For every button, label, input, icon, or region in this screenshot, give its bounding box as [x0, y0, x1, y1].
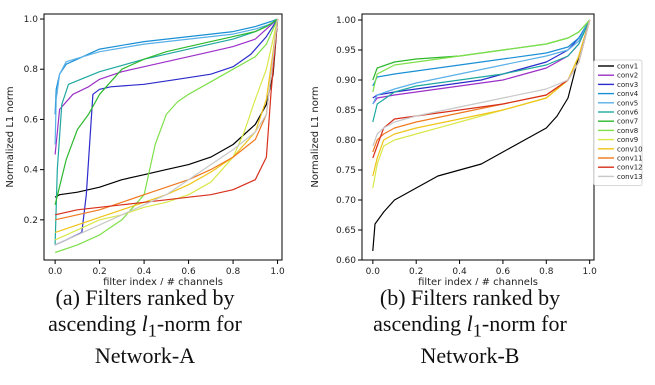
- y-tick-label-b: 0.60: [336, 256, 356, 266]
- caption-a-math: l: [141, 311, 148, 336]
- caption-b-math: l: [466, 311, 473, 336]
- x-tick-label-b: 0.4: [452, 267, 467, 277]
- legend-label-conv11: conv11: [617, 155, 643, 163]
- caption-b-line2-pre: ascending: [373, 311, 467, 336]
- y-tick-label-b: 0.85: [336, 106, 356, 116]
- caption-b-line3: Network-B: [420, 343, 520, 369]
- series-line-a-8: [54, 18, 279, 254]
- caption-b-sub: 1: [472, 320, 482, 341]
- legend-label-conv10: conv10: [617, 145, 643, 153]
- legend-box-b: [593, 59, 643, 186]
- series-line-a-4: [54, 18, 278, 115]
- caption-b: (b) Filters ranked by ascending l1-norm …: [325, 285, 615, 369]
- legend-label-conv9: conv9: [617, 136, 638, 144]
- y-tick-label-b: 0.80: [336, 136, 356, 146]
- series-line-a-11: [54, 18, 279, 221]
- y-tick-label-b: 0.90: [336, 76, 356, 86]
- series-line-a-13: [54, 18, 279, 246]
- series-line-a-10: [54, 18, 279, 233]
- plot-frame-b: [361, 13, 595, 261]
- y-tick-label-b: 0.75: [336, 166, 356, 176]
- legend-label-conv6: conv6: [617, 109, 639, 117]
- y-tick-label-b: 1.00: [336, 16, 356, 26]
- legend-label-conv1: conv1: [617, 63, 638, 71]
- series-line-b-conv13: [372, 19, 591, 147]
- legend-label-conv7: conv7: [617, 118, 638, 126]
- caption-a-sub: 1: [147, 320, 157, 341]
- series-line-a-12: [54, 18, 279, 216]
- y-axis-label-b: Normalized L1 norm: [310, 86, 321, 187]
- y-tick-label-a: 0.4: [24, 166, 39, 176]
- x-tick-label-b: 0.8: [539, 267, 554, 277]
- caption-a-line3: Network-A: [94, 343, 196, 369]
- x-tick-label-a: 0.2: [92, 267, 106, 277]
- series-line-b-conv5: [372, 19, 591, 105]
- legend-label-conv13: conv13: [617, 173, 643, 181]
- y-tick-label-b: 0.70: [336, 196, 356, 206]
- y-tick-label-a: 0.8: [24, 65, 39, 75]
- series-line-a-7: [54, 18, 278, 205]
- caption-b-line2-post: -norm for: [481, 311, 567, 336]
- plot-frame-a: [43, 13, 283, 261]
- x-tick-label-a: 0.4: [137, 267, 152, 277]
- series-line-b-conv8: [372, 19, 591, 93]
- x-axis-label-b: filter index / # channels: [418, 277, 538, 285]
- y-tick-label-b: 0.65: [336, 226, 356, 236]
- figure-canvas: 0.0 0.2 0.4 0.6 0.8 1.0 0.2 0.4 0.6 0.8 1.0 filter …: [5, 13, 643, 285]
- series-line-b-conv6: [372, 19, 591, 123]
- caption-a-line2-pre: ascending: [48, 311, 142, 336]
- series-line-a-2: [54, 18, 279, 155]
- legend-label-conv8: conv8: [617, 127, 638, 135]
- chart-panel-a: 0.0 0.2 0.4 0.6 0.8 1.0 0.2 0.4 0.6 0.8 1.0 filter …: [5, 13, 285, 285]
- caption-a-line2-post: -norm for: [156, 311, 242, 336]
- series-line-a-9: [54, 18, 279, 241]
- x-tick-label-b: 0.2: [409, 267, 423, 277]
- legend-label-conv12: conv12: [617, 164, 643, 172]
- x-tick-label-b: 0.6: [496, 267, 511, 277]
- y-tick-label-b: 0.95: [336, 46, 356, 56]
- y-tick-label-a: 0.2: [24, 216, 38, 226]
- chart-panel-b: 0.0 0.2 0.4 0.6 0.8 1.0 0.60 0.65 0.70 0.75 0.80 0.…: [310, 13, 643, 285]
- y-tick-label-a: 0.6: [24, 115, 39, 125]
- series-line-b-conv9: [372, 19, 591, 189]
- series-line-b-conv1: [372, 19, 591, 252]
- x-tick-label-a: 1.0: [270, 267, 285, 277]
- x-tick-label-b: 1.0: [582, 267, 597, 277]
- legend-label-conv3: conv3: [617, 81, 638, 89]
- legend-label-conv4: conv4: [617, 90, 639, 98]
- series-line-a-5: [54, 18, 278, 145]
- caption-a: (a) Filters ranked by ascending l1-norm …: [0, 285, 290, 369]
- series-line-a-1: [54, 18, 279, 198]
- caption-a-line2: ascending l1-norm for: [0, 311, 290, 343]
- x-tick-label-a: 0.0: [48, 267, 63, 277]
- y-tick-label-a: 1.0: [24, 15, 39, 25]
- caption-b-line1: (b) Filters ranked by: [379, 285, 561, 310]
- legend-label-conv5: conv5: [617, 99, 638, 107]
- legend-label-conv2: conv2: [617, 72, 638, 80]
- series-line-b-conv10: [372, 19, 591, 177]
- series-line-b-conv4: [372, 19, 591, 87]
- caption-b-line2: ascending l1-norm for: [325, 311, 615, 343]
- x-tick-label-b: 0.0: [366, 267, 381, 277]
- x-axis-label-a: filter index / # channels: [103, 277, 223, 285]
- x-tick-label-a: 0.6: [181, 267, 196, 277]
- y-axis-label-a: Normalized L1 norm: [5, 86, 16, 187]
- x-tick-label-a: 0.8: [226, 267, 241, 277]
- caption-a-line1: (a) Filters ranked by: [55, 285, 235, 310]
- series-line-a-3: [54, 18, 279, 246]
